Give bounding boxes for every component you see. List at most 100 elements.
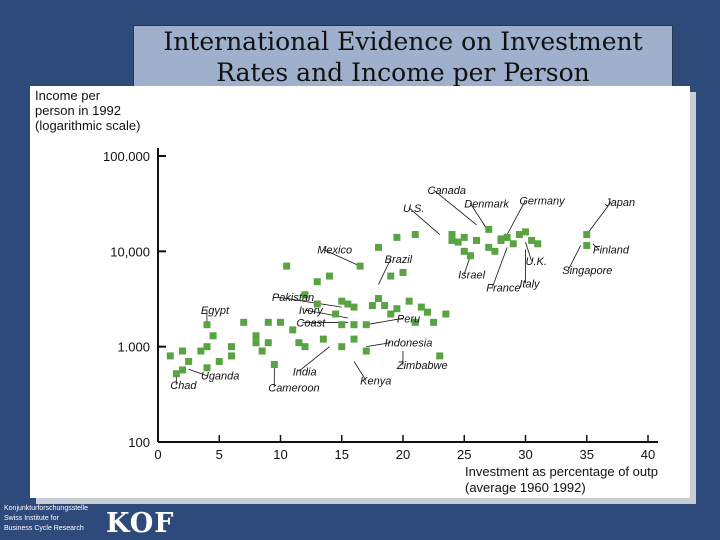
x-axis-label-line1: Investment as percentage of outp <box>465 464 658 479</box>
data-point <box>399 268 407 276</box>
data-point <box>430 318 438 326</box>
country-label: Singapore <box>562 265 612 277</box>
data-point <box>528 236 536 244</box>
data-point <box>166 352 174 360</box>
data-point <box>338 297 346 305</box>
y-tick-label: 100 <box>128 435 150 450</box>
data-point <box>215 357 223 365</box>
country-label: Peru <box>397 313 420 325</box>
data-point <box>326 272 333 280</box>
data-point <box>515 231 523 239</box>
data-point <box>497 235 505 243</box>
data-point <box>375 295 382 303</box>
footer-line3: Business Cycle Research <box>4 525 84 532</box>
slide-title: International Evidence on Investment Rat… <box>133 25 673 89</box>
country-label: Coast <box>296 318 326 330</box>
x-tick-label: 0 <box>154 447 161 462</box>
country-label: Mexico <box>317 244 352 256</box>
slide-title-line1: International Evidence on Investment <box>163 27 643 56</box>
country-label: Zimbabwe <box>396 360 448 372</box>
data-point <box>375 243 382 251</box>
country-label: Italy <box>519 278 541 290</box>
data-point <box>264 318 272 326</box>
footer-institute-text: Konjunkturforschungsstelle Swiss Institu… <box>4 504 88 534</box>
data-point <box>356 262 364 270</box>
country-label: Ivory <box>299 305 324 317</box>
data-point <box>258 347 266 355</box>
data-point <box>270 361 278 369</box>
data-point <box>203 343 211 351</box>
country-label: Brazil <box>385 254 413 266</box>
country-label: Indonesia <box>385 338 433 350</box>
y-tick-label: 1.000 <box>117 340 150 355</box>
annotation-leader <box>525 241 532 262</box>
country-label: Kenya <box>360 376 391 388</box>
data-point <box>509 240 517 248</box>
data-point <box>442 310 450 318</box>
kof-logo: KOF <box>106 508 175 539</box>
data-point <box>393 233 401 241</box>
country-label: Egypt <box>201 305 230 317</box>
data-point <box>534 240 542 248</box>
annotation-leader <box>323 249 361 267</box>
x-axis-label-line2: (average 1960 1992) <box>465 480 586 495</box>
country-label: Japan <box>604 197 635 209</box>
data-point <box>368 302 376 310</box>
country-label: Uganda <box>201 371 240 383</box>
y-tick-label: 10,000 <box>110 244 150 259</box>
footer-line1: Konjunkturforschungsstelle <box>4 505 89 512</box>
data-point <box>209 332 217 340</box>
data-point <box>411 231 419 239</box>
data-point <box>332 310 340 318</box>
data-point <box>301 291 309 299</box>
annotation-leader <box>353 361 367 381</box>
x-tick-label: 15 <box>335 447 349 462</box>
data-point <box>405 297 413 305</box>
country-label: Denmark <box>464 198 509 210</box>
data-point <box>454 238 462 246</box>
y-tick-label: 100.000 <box>103 149 150 164</box>
chart-panel: Income per person in 1992 (logarithmic s… <box>30 86 690 498</box>
country-label: Germany <box>519 195 566 207</box>
annotation-leader <box>408 207 441 235</box>
y-axis-label-line2: person in 1992 <box>35 103 122 118</box>
data-point <box>338 343 346 351</box>
x-tick-label: 10 <box>273 447 287 462</box>
annotation-leader <box>188 368 208 377</box>
country-label: India <box>293 366 317 378</box>
data-point <box>240 318 248 326</box>
data-point <box>491 247 499 255</box>
data-point <box>295 339 303 347</box>
slide-title-line2: Rates and Income per Person <box>216 58 590 87</box>
annotation-leader <box>298 346 330 372</box>
data-point <box>350 321 358 329</box>
x-tick-label: 40 <box>641 447 655 462</box>
data-point <box>503 233 511 241</box>
data-point <box>319 335 327 343</box>
data-point <box>466 252 474 260</box>
country-label: France <box>486 282 520 294</box>
country-label: Finland <box>593 244 630 256</box>
data-point <box>277 318 284 326</box>
data-point <box>228 352 235 360</box>
data-point <box>252 339 260 347</box>
annotation-leader <box>433 189 477 226</box>
data-point <box>485 243 493 251</box>
y-axis-label: Income per person in 1992 (logarithmic s… <box>35 88 140 133</box>
data-point <box>485 225 493 233</box>
data-point <box>301 343 309 351</box>
annotation-leader <box>586 201 612 235</box>
y-axis-label-line1: Income per <box>35 88 101 103</box>
annotation-leader <box>366 317 403 326</box>
data-point <box>583 242 591 250</box>
data-point <box>448 236 456 244</box>
annotation-leader <box>491 247 508 288</box>
country-label: Canada <box>428 185 467 197</box>
data-point <box>448 231 456 239</box>
x-tick-label: 35 <box>580 447 594 462</box>
country-label: U.K. <box>526 256 547 268</box>
data-point <box>473 236 480 244</box>
data-point <box>252 332 260 340</box>
country-label: Pakistan <box>272 292 314 304</box>
data-point <box>179 366 186 374</box>
